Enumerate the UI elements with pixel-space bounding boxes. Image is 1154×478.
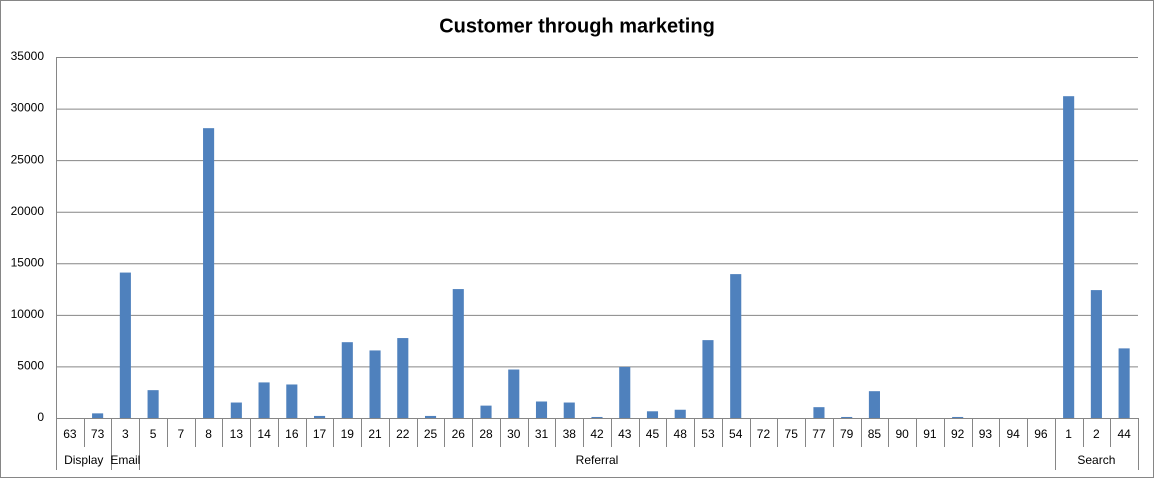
- bar: [952, 416, 964, 418]
- bar: [508, 369, 520, 418]
- bar: [397, 338, 409, 418]
- x-tick-label: 92: [951, 427, 965, 441]
- bar: [730, 274, 742, 418]
- group-label: Email: [110, 453, 140, 467]
- x-tick-label: 75: [785, 427, 799, 441]
- y-tick-label: 10000: [11, 307, 45, 321]
- bar: [424, 415, 437, 418]
- x-tick-label: 21: [368, 427, 382, 441]
- x-tick-label: 28: [479, 427, 493, 441]
- x-tick-label: 93: [979, 427, 993, 441]
- x-tick-label: 19: [341, 427, 355, 441]
- x-tick-label: 44: [1117, 427, 1131, 441]
- x-tick-label: 42: [590, 427, 604, 441]
- bar: [841, 416, 853, 418]
- x-tick-label: 5: [150, 427, 157, 441]
- bar: [314, 415, 326, 418]
- bar: [1063, 96, 1075, 419]
- bar: [591, 416, 603, 418]
- y-tick-label: 20000: [11, 204, 45, 218]
- x-tick-label: 77: [812, 427, 826, 441]
- x-tick-label: 96: [1034, 427, 1048, 441]
- bar: [535, 401, 548, 418]
- x-tick-label: 14: [257, 427, 271, 441]
- bar: [1118, 348, 1130, 418]
- y-tick-label: 30000: [11, 101, 45, 115]
- x-tick-label: 2: [1093, 427, 1100, 441]
- bar: [147, 390, 159, 418]
- bar: [369, 350, 381, 418]
- x-tick-label: 73: [91, 427, 105, 441]
- x-tick-label: 63: [63, 427, 77, 441]
- bar: [258, 382, 270, 418]
- bar: [868, 391, 880, 418]
- x-tick-label: 91: [923, 427, 937, 441]
- bar: [1090, 290, 1102, 418]
- y-tick-label: 0: [37, 410, 44, 424]
- bar: [203, 128, 215, 418]
- group-label: Search: [1077, 453, 1115, 467]
- y-tick-label: 15000: [11, 255, 45, 269]
- bar: [813, 407, 825, 418]
- x-tick-label: 53: [701, 427, 715, 441]
- bar: [646, 411, 659, 418]
- x-tick-label: 72: [757, 427, 771, 441]
- x-tick-label: 94: [1006, 427, 1020, 441]
- x-tick-label: 38: [563, 427, 577, 441]
- x-tick-label: 13: [230, 427, 244, 441]
- x-tick-label: 3: [122, 427, 129, 441]
- bar: [563, 402, 575, 418]
- x-tick-label: 26: [452, 427, 466, 441]
- bar: [619, 366, 631, 418]
- x-tick-label: 54: [729, 427, 743, 441]
- y-tick-label: 35000: [11, 49, 45, 63]
- x-tick-label: 8: [205, 427, 212, 441]
- x-tick-label: 31: [535, 427, 549, 441]
- bar: [92, 413, 104, 418]
- bar: [480, 405, 492, 418]
- x-tick-label: 16: [285, 427, 299, 441]
- x-tick-label: 45: [646, 427, 660, 441]
- group-label: Display: [64, 453, 103, 467]
- x-tick-label: 79: [840, 427, 854, 441]
- x-tick-label: 22: [396, 427, 410, 441]
- x-tick-label: 85: [868, 427, 882, 441]
- y-tick-label: 5000: [17, 359, 44, 373]
- x-tick-label: 48: [674, 427, 688, 441]
- bar: [230, 402, 242, 418]
- chart-title: Customer through marketing: [439, 15, 715, 37]
- x-tick-label: 17: [313, 427, 327, 441]
- bar: [119, 272, 131, 418]
- x-tick-label: 1: [1065, 427, 1072, 441]
- x-tick-label: 7: [178, 427, 185, 441]
- x-tick-label: 25: [424, 427, 438, 441]
- bar: [674, 409, 686, 418]
- x-tick-label: 90: [895, 427, 909, 441]
- bar: [702, 340, 714, 418]
- bar: [452, 289, 464, 418]
- bar: [341, 342, 353, 418]
- bar: [286, 384, 298, 418]
- y-tick-label: 25000: [11, 152, 45, 166]
- x-tick-label: 43: [618, 427, 632, 441]
- group-label: Referral: [576, 453, 619, 467]
- x-tick-label: 30: [507, 427, 521, 441]
